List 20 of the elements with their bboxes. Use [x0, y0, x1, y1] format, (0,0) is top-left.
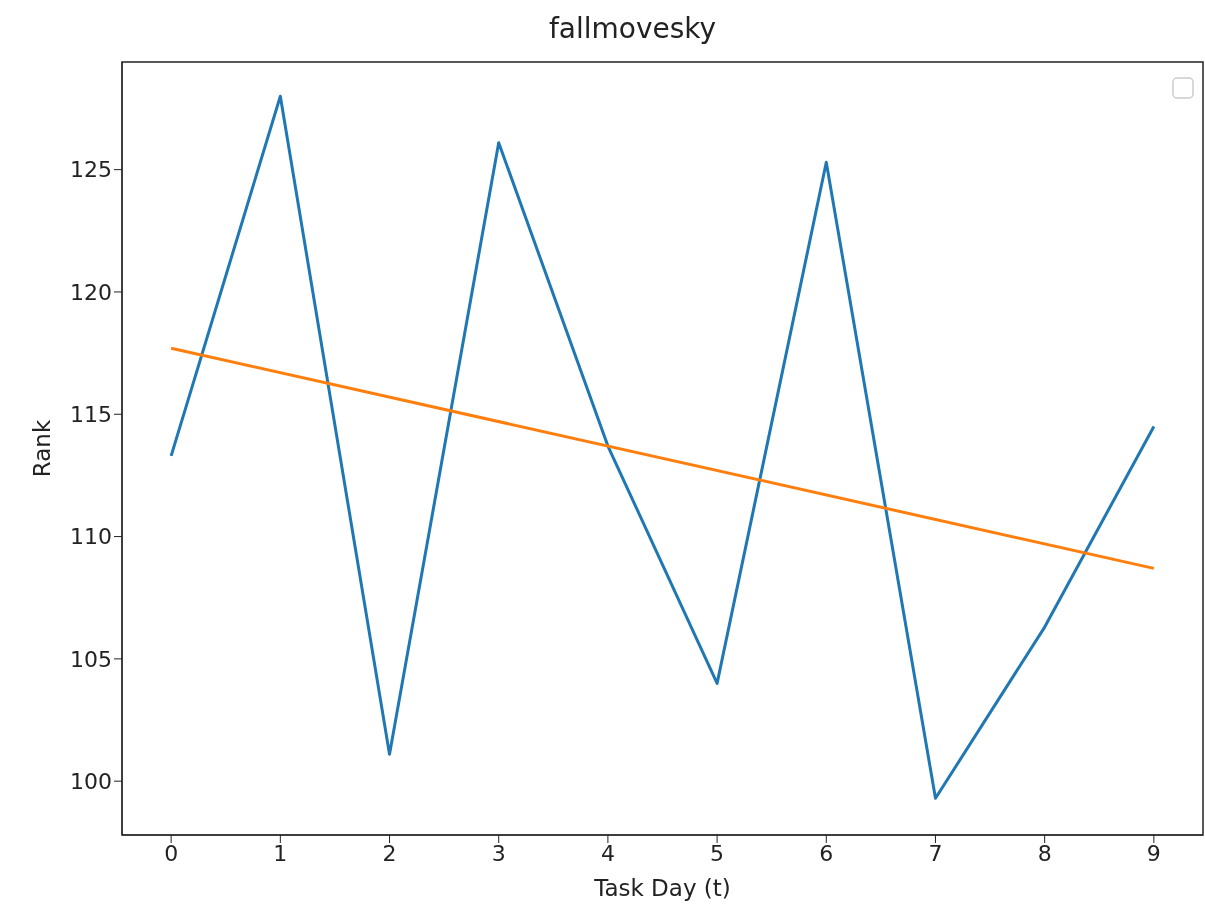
x-tick-label: 3 — [491, 840, 506, 866]
y-tick-label: 105 — [70, 646, 112, 672]
y-tick-label: 100 — [70, 768, 112, 794]
line-series — [169, 94, 1156, 800]
y-axis-title: Rank — [29, 419, 56, 478]
y-tick-label: 120 — [70, 279, 112, 305]
y-tick-label: 125 — [70, 157, 112, 183]
x-axis-title: Task Day (t) — [593, 875, 731, 901]
y-tick-label: 110 — [70, 524, 112, 550]
chart-title: fallmovesky — [548, 12, 717, 45]
x-tick-label: 1 — [273, 840, 288, 866]
x-tick-label: 2 — [382, 840, 397, 866]
y-tick-label: 115 — [70, 402, 112, 428]
x-tick-label: 0 — [164, 840, 179, 866]
x-tick-label: 7 — [928, 840, 943, 866]
x-tick-label: 8 — [1037, 840, 1052, 866]
x-tick-label: 5 — [710, 840, 725, 866]
x-tick-label: 4 — [600, 840, 615, 866]
x-tick-label: 9 — [1146, 840, 1161, 866]
x-tick-label: 6 — [819, 840, 834, 866]
